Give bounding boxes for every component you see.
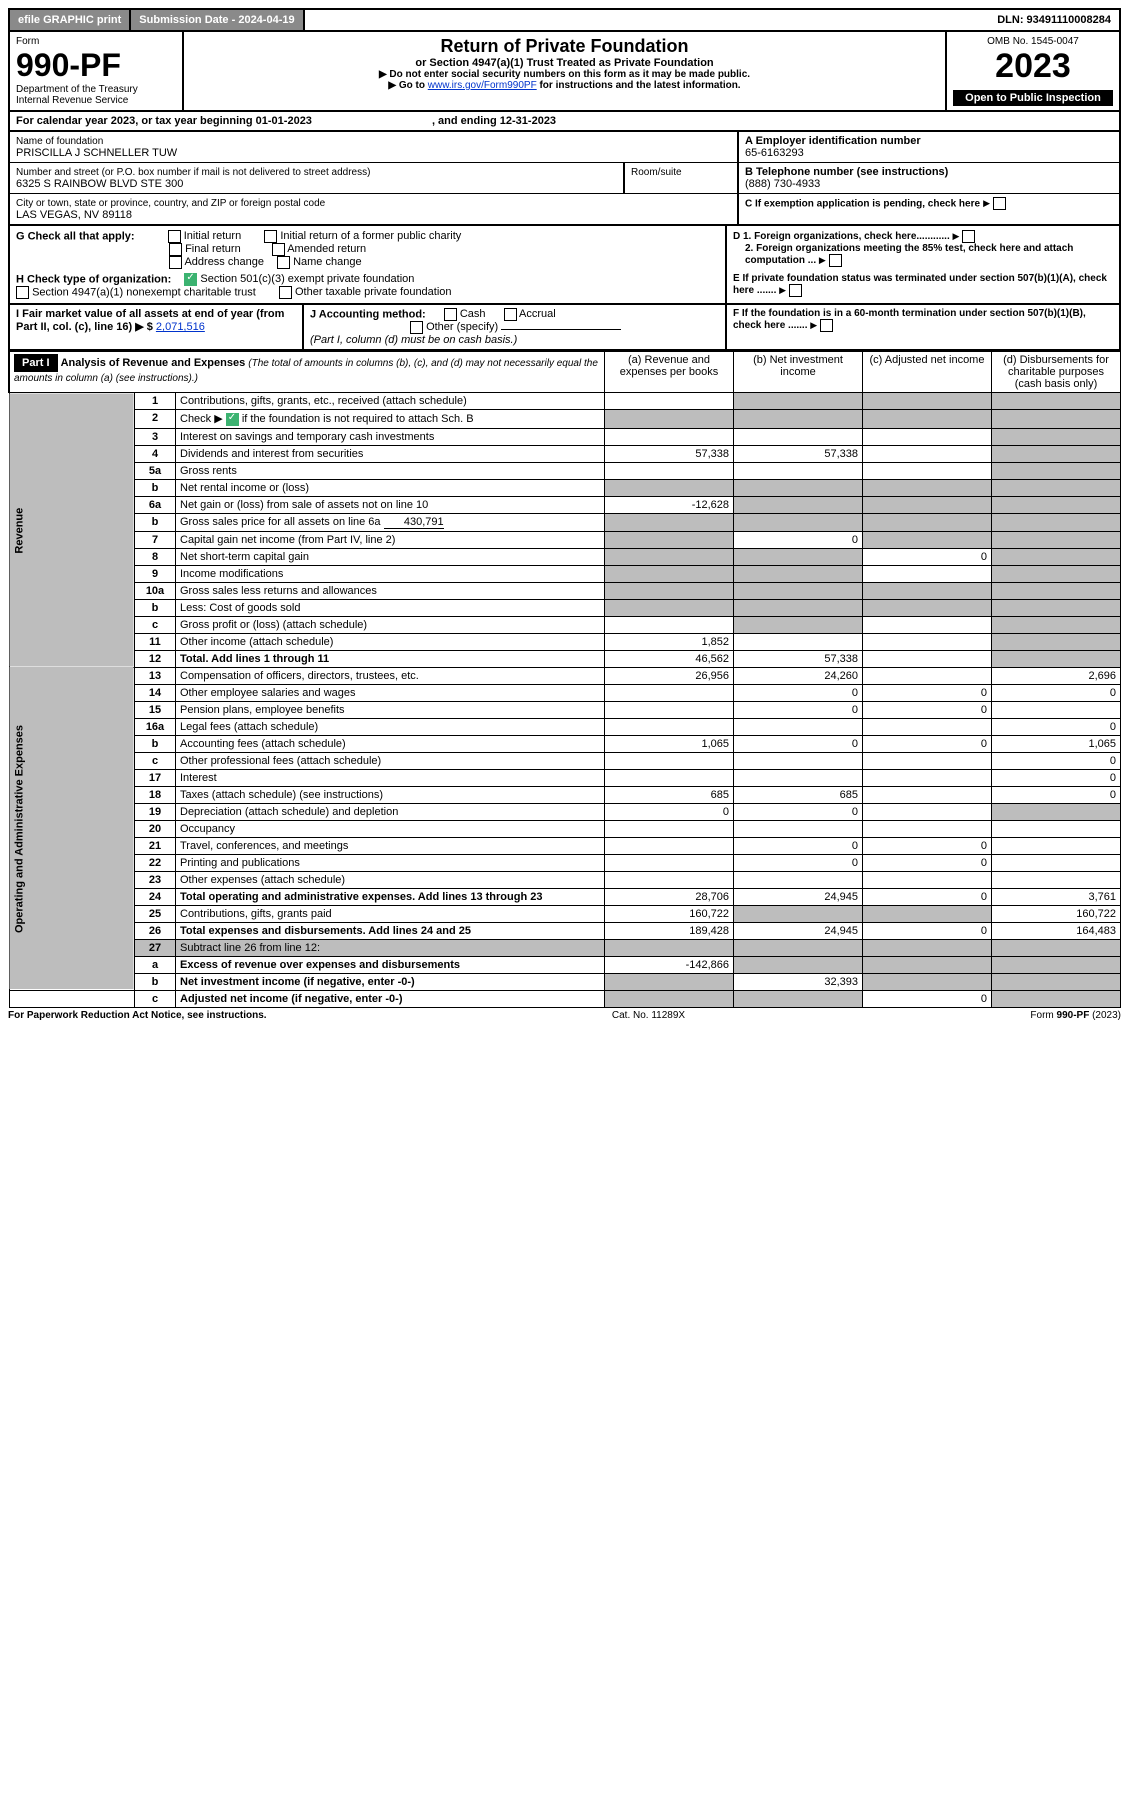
ein-label: A Employer identification number bbox=[745, 135, 921, 147]
j-other[interactable] bbox=[410, 321, 423, 334]
top-bar: efile GRAPHIC print Submission Date - 20… bbox=[8, 8, 1121, 32]
d2-checkbox[interactable] bbox=[829, 254, 842, 267]
expenses-section: Operating and Administrative Expenses bbox=[9, 667, 135, 990]
dln: DLN: 93491110008284 bbox=[989, 10, 1119, 30]
submission-date: Submission Date - 2024-04-19 bbox=[131, 10, 304, 30]
part-i-label: Part I bbox=[14, 354, 58, 372]
footer-right: Form 990-PF (2023) bbox=[1030, 1010, 1121, 1021]
footer-left: For Paperwork Reduction Act Notice, see … bbox=[8, 1010, 267, 1021]
form-note2: ▶ Go to www.irs.gov/Form990PF for instru… bbox=[190, 80, 939, 91]
tel-label: B Telephone number (see instructions) bbox=[745, 166, 948, 178]
h-4947a1[interactable] bbox=[16, 286, 29, 299]
g-initial-return[interactable] bbox=[168, 230, 181, 243]
footer-mid: Cat. No. 11289X bbox=[612, 1010, 685, 1021]
j-accrual[interactable] bbox=[504, 308, 517, 321]
col-d: (d) Disbursements for charitable purpose… bbox=[992, 352, 1121, 393]
form-note1: ▶ Do not enter social security numbers o… bbox=[190, 69, 939, 80]
c-label: C If exemption application is pending, c… bbox=[745, 198, 980, 209]
h-501c3[interactable] bbox=[184, 273, 197, 286]
identity-block: Name of foundationPRISCILLA J SCHNELLER … bbox=[8, 132, 1121, 226]
d1-checkbox[interactable] bbox=[962, 230, 975, 243]
g-initial-former[interactable] bbox=[264, 230, 277, 243]
omb: OMB No. 1545-0047 bbox=[953, 36, 1113, 47]
col-b: (b) Net investment income bbox=[734, 352, 863, 393]
col-a: (a) Revenue and expenses per books bbox=[605, 352, 734, 393]
g-amended-return[interactable] bbox=[272, 243, 285, 256]
part-i-table: Part I Analysis of Revenue and Expenses … bbox=[8, 351, 1121, 1008]
g-final-return[interactable] bbox=[169, 243, 182, 256]
telephone: (888) 730-4933 bbox=[745, 178, 820, 190]
ein: 65-6163293 bbox=[745, 147, 804, 159]
address: 6325 S RAINBOW BLVD STE 300 bbox=[16, 178, 183, 190]
c-checkbox[interactable] bbox=[993, 197, 1006, 210]
line2-checkbox[interactable] bbox=[226, 413, 239, 426]
form-title: Return of Private Foundation bbox=[190, 36, 939, 57]
irs-label: Internal Revenue Service bbox=[16, 95, 176, 106]
f-checkbox[interactable] bbox=[820, 319, 833, 332]
form990pf-link[interactable]: www.irs.gov/Form990PF bbox=[428, 80, 537, 91]
col-c: (c) Adjusted net income bbox=[863, 352, 992, 393]
form-header: Form 990-PF Department of the Treasury I… bbox=[8, 32, 1121, 112]
h-other-taxable[interactable] bbox=[279, 286, 292, 299]
checks-block: G Check all that apply: Initial return I… bbox=[8, 226, 1121, 305]
dept-label: Department of the Treasury bbox=[16, 84, 176, 95]
i-j-block: I Fair market value of all assets at end… bbox=[8, 305, 1121, 351]
footer: For Paperwork Reduction Act Notice, see … bbox=[8, 1010, 1121, 1021]
open-inspection: Open to Public Inspection bbox=[953, 90, 1113, 106]
efile-print-button[interactable]: efile GRAPHIC print bbox=[10, 10, 131, 30]
form-subtitle: or Section 4947(a)(1) Trust Treated as P… bbox=[190, 57, 939, 69]
g-address-change[interactable] bbox=[169, 256, 182, 269]
calendar-year-row: For calendar year 2023, or tax year begi… bbox=[8, 112, 1121, 132]
foundation-name: PRISCILLA J SCHNELLER TUW bbox=[16, 147, 177, 159]
form-label: Form bbox=[16, 36, 176, 47]
j-cash[interactable] bbox=[444, 308, 457, 321]
tax-year: 2023 bbox=[953, 47, 1113, 86]
form-number: 990-PF bbox=[16, 47, 176, 84]
fmv-link[interactable]: 2,071,516 bbox=[156, 321, 205, 333]
revenue-section: Revenue bbox=[9, 393, 135, 668]
city-state-zip: LAS VEGAS, NV 89118 bbox=[16, 209, 132, 221]
g-name-change[interactable] bbox=[277, 256, 290, 269]
e-checkbox[interactable] bbox=[789, 284, 802, 297]
